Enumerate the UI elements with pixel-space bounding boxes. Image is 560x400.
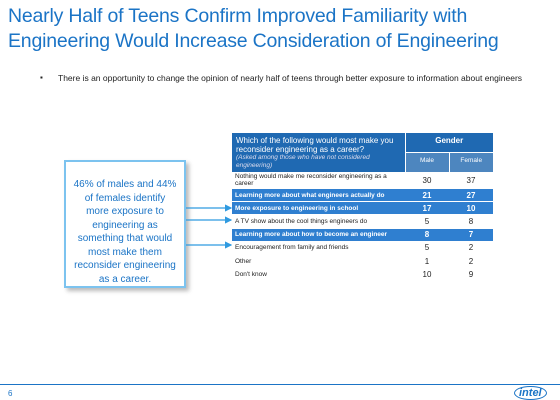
title: Nearly Half of Teens Confirm Improved Fa…	[8, 5, 499, 52]
row-label: Learning more about how to become an eng…	[232, 228, 405, 242]
table-row: Encouragement from family and friends 5 2	[232, 241, 493, 255]
cell-value: 9	[449, 267, 493, 282]
table-row: A TV show about the cool things engineer…	[232, 214, 493, 229]
cell-value: 5	[405, 214, 449, 229]
row-label: More exposure to engineering in school	[232, 201, 405, 216]
table-row: Nothing would make me reconsider enginee…	[232, 172, 493, 189]
cell-value: 1	[405, 254, 449, 269]
table-row: Other 1 2	[232, 254, 493, 269]
column-header: Male	[404, 152, 449, 172]
table-row: Learning more about what engineers actua…	[232, 188, 493, 203]
row-label: Don't know	[232, 267, 405, 282]
question: Which of the following would most make y…	[236, 136, 394, 154]
cell-value: 17	[405, 201, 449, 216]
cell-value: 8	[449, 214, 493, 229]
table-row: Don't know 10 9	[232, 267, 493, 282]
row-label: Encouragement from family and friends	[232, 241, 405, 255]
bullet: There is an opportunity to change the op…	[40, 72, 558, 84]
page-number: 6	[8, 389, 13, 398]
question-cell: Which of the following would most make y…	[232, 133, 405, 172]
cell-value: 10	[449, 201, 493, 216]
cell-value: 8	[405, 228, 449, 242]
cell-value: 21	[405, 188, 449, 203]
footer-line	[0, 384, 560, 385]
cell-value: 2	[449, 241, 493, 255]
table-row: Learning more about how to become an eng…	[232, 228, 493, 242]
arrows	[186, 204, 233, 249]
group-header: Gender	[404, 133, 493, 153]
row-label: Other	[232, 254, 405, 269]
logo: intel	[514, 386, 547, 400]
row-label: A TV show about the cool things engineer…	[232, 214, 405, 229]
cell-value: 7	[449, 228, 493, 242]
cell-value: 30	[405, 172, 449, 189]
cell-value: 27	[449, 188, 493, 203]
callout: 46% of males and 44% of females identify…	[64, 160, 186, 288]
row-label: Nothing would make me reconsider enginee…	[232, 172, 405, 189]
cell-value: 10	[405, 267, 449, 282]
column-header: Female	[448, 152, 493, 172]
survey-table: Which of the following would most make y…	[232, 133, 493, 282]
note: (Asked among those who have not consider…	[236, 154, 370, 169]
cell-value: 5	[405, 241, 449, 255]
table-row: More exposure to engineering in school 17…	[232, 201, 493, 216]
cell-value: 2	[449, 254, 493, 269]
row-label: Learning more about what engineers actua…	[232, 188, 405, 203]
cell-value: 37	[449, 172, 493, 189]
